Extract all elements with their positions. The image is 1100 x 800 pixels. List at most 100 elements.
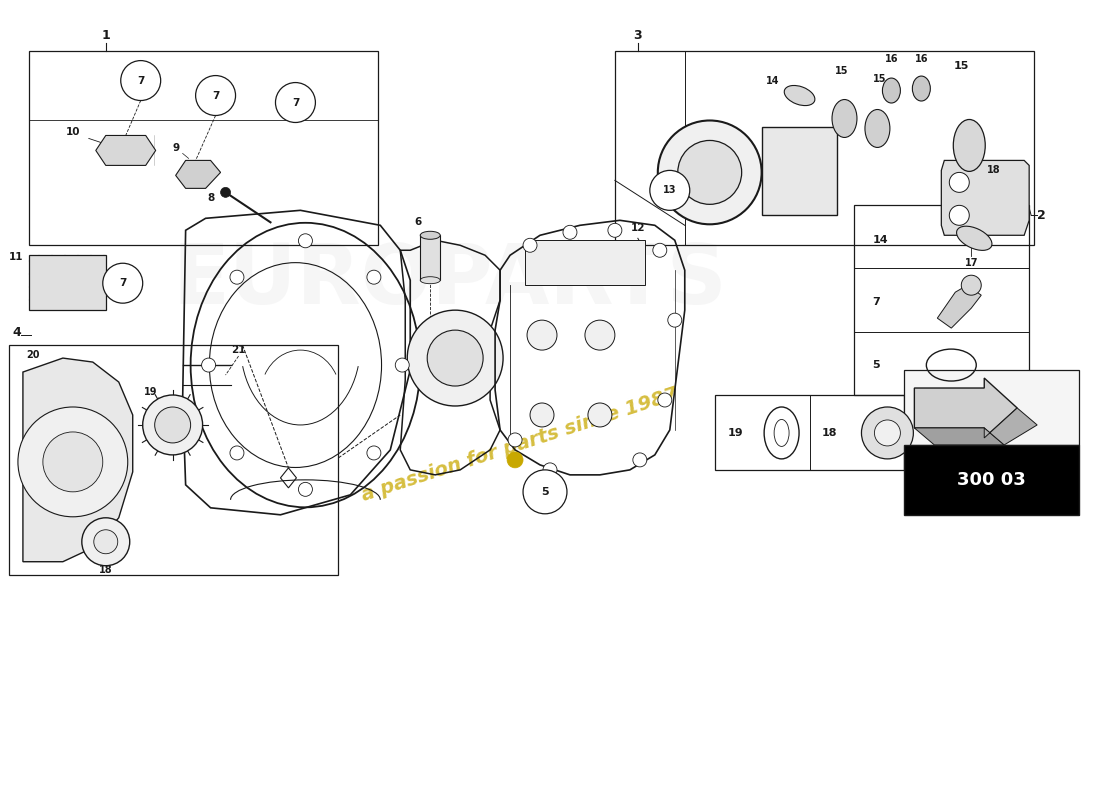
Bar [525, 240, 645, 285]
Text: 15: 15 [954, 61, 969, 70]
Circle shape [427, 330, 483, 386]
Text: 3: 3 [634, 29, 642, 42]
Ellipse shape [832, 99, 857, 138]
Text: 7: 7 [292, 98, 299, 107]
Ellipse shape [420, 231, 440, 239]
Circle shape [43, 432, 102, 492]
Polygon shape [96, 135, 156, 166]
Bar [29, 50, 378, 246]
Circle shape [874, 420, 901, 446]
Bar [904, 370, 1079, 445]
Text: 18: 18 [822, 428, 837, 438]
Circle shape [298, 234, 312, 248]
Circle shape [678, 141, 741, 204]
Text: 6: 6 [415, 218, 422, 227]
Text: 2: 2 [1037, 209, 1045, 222]
Ellipse shape [882, 78, 901, 103]
Polygon shape [942, 161, 1030, 235]
Circle shape [230, 446, 244, 460]
Text: 1: 1 [101, 29, 110, 42]
Circle shape [522, 470, 566, 514]
Bar [615, 50, 1034, 246]
Text: 19: 19 [728, 428, 744, 438]
Circle shape [121, 61, 161, 101]
Text: 7: 7 [119, 278, 126, 288]
Text: 8: 8 [207, 194, 215, 203]
Circle shape [527, 320, 557, 350]
Text: 14: 14 [766, 75, 780, 86]
Bar [9, 345, 339, 574]
Circle shape [230, 270, 244, 284]
Text: 16: 16 [884, 54, 899, 63]
Circle shape [585, 320, 615, 350]
Circle shape [143, 395, 202, 455]
Circle shape [395, 358, 409, 372]
Polygon shape [984, 408, 1037, 445]
Circle shape [543, 463, 557, 477]
Text: 7: 7 [872, 297, 880, 307]
Circle shape [94, 530, 118, 554]
Text: 15: 15 [872, 74, 887, 83]
Circle shape [407, 310, 503, 406]
Circle shape [650, 170, 690, 210]
Ellipse shape [420, 277, 440, 284]
Text: 14: 14 [872, 235, 888, 246]
Ellipse shape [957, 226, 992, 250]
Text: EUROPARTS: EUROPARTS [173, 240, 727, 321]
Circle shape [861, 407, 913, 459]
Circle shape [507, 452, 522, 468]
Text: 21: 21 [231, 345, 245, 355]
Circle shape [658, 393, 672, 407]
Circle shape [530, 403, 554, 427]
Circle shape [587, 403, 612, 427]
Text: 20: 20 [26, 350, 40, 360]
Circle shape [652, 243, 667, 258]
Text: 18: 18 [99, 565, 112, 574]
Polygon shape [176, 161, 221, 188]
Circle shape [102, 263, 143, 303]
Circle shape [608, 223, 622, 238]
Ellipse shape [954, 119, 986, 171]
Text: a passion for parts since 1987: a passion for parts since 1987 [360, 385, 681, 506]
Circle shape [668, 313, 682, 327]
Text: 17: 17 [965, 258, 978, 268]
Text: 7: 7 [138, 75, 144, 86]
Circle shape [367, 446, 381, 460]
Text: 9: 9 [172, 143, 179, 154]
Ellipse shape [784, 86, 815, 106]
Text: 16: 16 [914, 54, 928, 63]
Bar [761, 127, 836, 215]
Text: 5: 5 [541, 487, 549, 497]
Text: 13: 13 [663, 186, 676, 195]
Circle shape [298, 482, 312, 496]
Text: 19: 19 [144, 387, 157, 397]
Polygon shape [937, 285, 981, 328]
Text: 300 03: 300 03 [957, 471, 1026, 489]
Circle shape [949, 172, 969, 192]
Ellipse shape [865, 110, 890, 147]
Text: 15: 15 [835, 66, 848, 75]
Circle shape [221, 187, 231, 198]
Bar [715, 395, 904, 470]
Circle shape [949, 206, 969, 226]
Circle shape [961, 275, 981, 295]
Polygon shape [914, 378, 1018, 438]
Text: 7: 7 [212, 90, 219, 101]
Circle shape [367, 270, 381, 284]
Text: 11: 11 [9, 252, 23, 262]
Ellipse shape [912, 76, 931, 101]
Bar [420, 235, 440, 280]
Polygon shape [914, 428, 1004, 445]
Bar [904, 445, 1079, 515]
Polygon shape [29, 255, 106, 310]
Text: 5: 5 [872, 360, 880, 370]
Circle shape [275, 82, 316, 122]
Polygon shape [23, 358, 133, 562]
Text: 18: 18 [988, 166, 1001, 175]
Circle shape [522, 238, 537, 252]
Circle shape [201, 358, 216, 372]
Circle shape [196, 75, 235, 115]
Circle shape [155, 407, 190, 443]
Circle shape [632, 453, 647, 467]
Text: 10: 10 [66, 127, 80, 138]
